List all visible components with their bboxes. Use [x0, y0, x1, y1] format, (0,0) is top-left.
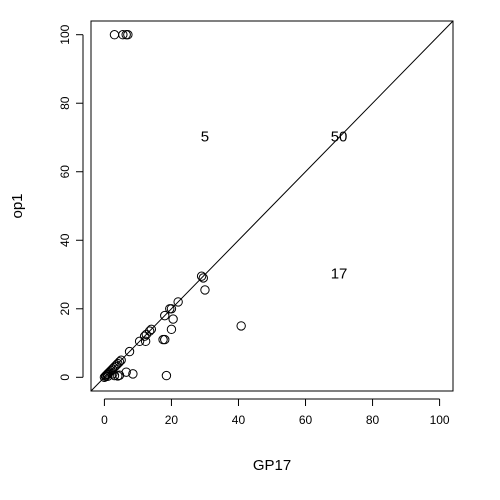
data-point	[236, 321, 246, 331]
data-point	[140, 336, 151, 347]
data-point	[173, 297, 183, 307]
y-tick-label: 20	[58, 302, 72, 316]
data-point	[109, 30, 120, 40]
y-tick-label: 0	[58, 374, 72, 381]
data-point	[121, 367, 131, 377]
y-axis: 0 20 40 60 80 100	[58, 24, 84, 381]
x-tick-label: 0	[101, 413, 108, 427]
annotation-label: 5	[201, 128, 209, 145]
x-tick-label: 80	[366, 413, 380, 427]
data-point	[161, 370, 172, 381]
data-point	[123, 30, 133, 40]
y-tick-label: 40	[58, 233, 72, 247]
data-point	[200, 285, 210, 295]
y-tick-label: 80	[58, 96, 72, 110]
identity-line	[90, 20, 454, 392]
data-point	[196, 271, 207, 281]
y-tick-label: 100	[58, 24, 72, 44]
annotation-label: 50	[331, 128, 348, 145]
data-point	[141, 329, 152, 340]
data-point	[166, 304, 177, 314]
data-point	[114, 357, 125, 367]
data-point	[144, 326, 155, 336]
data-point	[109, 370, 120, 381]
data-point	[139, 331, 150, 341]
x-axis-title: GP17	[253, 457, 291, 474]
y-axis-title: op1	[9, 193, 26, 218]
plot-frame	[90, 20, 454, 392]
data-point	[124, 346, 135, 357]
data-points	[99, 30, 246, 382]
x-tick-label: 100	[430, 413, 450, 427]
data-point	[160, 334, 170, 345]
data-point	[168, 314, 178, 324]
plot-border	[90, 20, 454, 392]
data-point	[198, 273, 208, 283]
data-point	[128, 369, 138, 379]
x-axis: 0 20 40 60 80 100	[101, 398, 450, 427]
data-point	[166, 324, 177, 335]
data-point	[111, 360, 122, 370]
reference-line	[90, 20, 454, 392]
data-point	[113, 358, 123, 369]
data-point	[134, 336, 145, 347]
data-point	[108, 369, 118, 379]
data-point	[146, 324, 157, 335]
y-tick-label: 60	[58, 165, 72, 179]
data-point	[116, 355, 126, 365]
data-point	[103, 369, 113, 379]
x-tick-label: 40	[232, 413, 246, 427]
data-point	[118, 30, 128, 40]
x-tick-label: 20	[165, 413, 179, 427]
data-point	[103, 371, 113, 381]
annotations: 5 50 17	[201, 128, 348, 282]
annotation-label: 17	[331, 265, 348, 282]
data-point	[160, 310, 170, 321]
x-tick-label: 60	[299, 413, 313, 427]
